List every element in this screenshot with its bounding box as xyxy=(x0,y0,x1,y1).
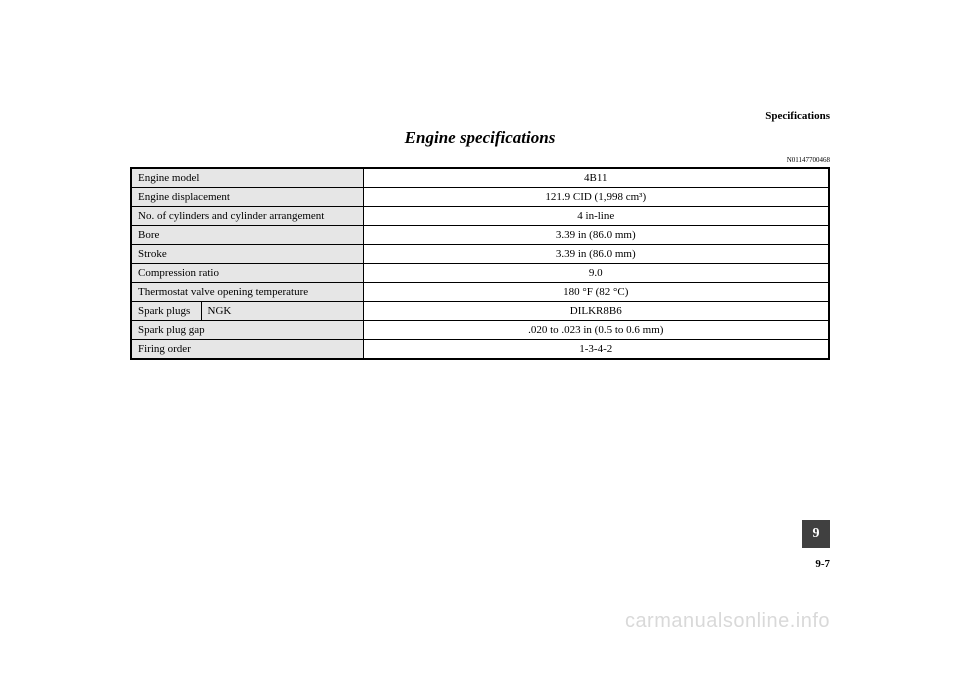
spec-label: Compression ratio xyxy=(131,264,363,283)
table-row: No. of cylinders and cylinder arrangemen… xyxy=(131,207,829,226)
spec-label: Thermostat valve opening temperature xyxy=(131,283,363,302)
table-row: Bore 3.39 in (86.0 mm) xyxy=(131,226,829,245)
spec-label: Bore xyxy=(131,226,363,245)
spec-value: 4 in-line xyxy=(363,207,829,226)
spec-label: Stroke xyxy=(131,245,363,264)
spec-label: Spark plug gap xyxy=(131,321,363,340)
section-header: Specifications xyxy=(130,110,830,122)
page-content: Specifications Engine specifications N01… xyxy=(0,0,960,360)
spec-value: 3.39 in (86.0 mm) xyxy=(363,245,829,264)
spec-value: 121.9 CID (1,998 cm³) xyxy=(363,188,829,207)
watermark: carmanualsonline.info xyxy=(625,610,830,633)
table-row: Thermostat valve opening temperature 180… xyxy=(131,283,829,302)
spec-value: DILKR8B6 xyxy=(363,302,829,321)
spec-label: Spark plugs xyxy=(131,302,201,321)
page-number: 9-7 xyxy=(815,558,830,570)
spec-label: No. of cylinders and cylinder arrangemen… xyxy=(131,207,363,226)
page-tab: 9 xyxy=(802,520,830,548)
table-row: Engine displacement 121.9 CID (1,998 cm³… xyxy=(131,188,829,207)
spec-value: .020 to .023 in (0.5 to 0.6 mm) xyxy=(363,321,829,340)
table-row: Spark plug gap .020 to .023 in (0.5 to 0… xyxy=(131,321,829,340)
spec-label: Engine model xyxy=(131,168,363,188)
reference-code: N01147700468 xyxy=(130,156,830,164)
spec-value: 1-3-4-2 xyxy=(363,340,829,360)
table-row: Engine model 4B11 xyxy=(131,168,829,188)
spec-value: 180 °F (82 °C) xyxy=(363,283,829,302)
table-row: Spark plugs NGK DILKR8B6 xyxy=(131,302,829,321)
table-row: Compression ratio 9.0 xyxy=(131,264,829,283)
spec-sublabel: NGK xyxy=(201,302,363,321)
spec-table: Engine model 4B11 Engine displacement 12… xyxy=(130,167,830,360)
spec-label: Engine displacement xyxy=(131,188,363,207)
table-row: Firing order 1-3-4-2 xyxy=(131,340,829,360)
spec-value: 4B11 xyxy=(363,168,829,188)
page-title: Engine specifications xyxy=(130,128,830,148)
spec-value: 3.39 in (86.0 mm) xyxy=(363,226,829,245)
spec-value: 9.0 xyxy=(363,264,829,283)
table-row: Stroke 3.39 in (86.0 mm) xyxy=(131,245,829,264)
spec-label: Firing order xyxy=(131,340,363,360)
